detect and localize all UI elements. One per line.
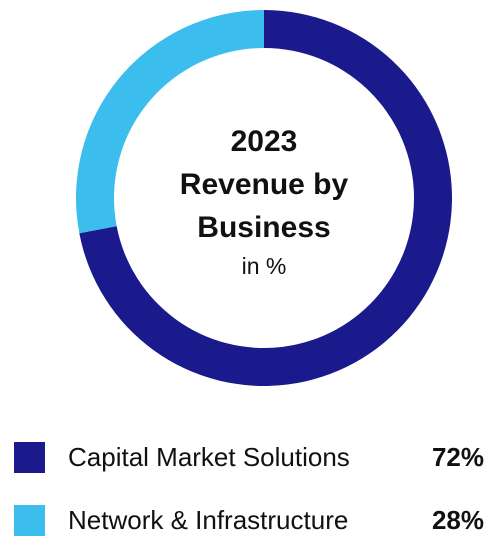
chart-title-line-2: Revenue by bbox=[179, 168, 349, 201]
donut-chart bbox=[75, 10, 452, 387]
chart-title-line-3: Business bbox=[197, 211, 331, 244]
legend-label-network-infrastructure: Network & Infrastructure bbox=[68, 505, 349, 535]
legend-swatch-network-infrastructure bbox=[14, 505, 45, 536]
legend-value-network-infrastructure: 28% bbox=[431, 505, 484, 535]
legend-label-capital-market-solutions: Capital Market Solutions bbox=[68, 442, 350, 472]
legend-value-capital-market-solutions: 72% bbox=[431, 442, 484, 472]
chart-subtitle: in % bbox=[241, 253, 287, 279]
legend-item-network-infrastructure: Network & Infrastructure 28% bbox=[14, 505, 484, 539]
legend-item-capital-market-solutions: Capital Market Solutions 72% bbox=[14, 442, 484, 476]
chart-title-line-1: 2023 bbox=[230, 125, 298, 158]
legend-swatch-capital-market-solutions bbox=[14, 442, 45, 473]
donut-slice-network-infrastructure bbox=[75, 10, 264, 234]
